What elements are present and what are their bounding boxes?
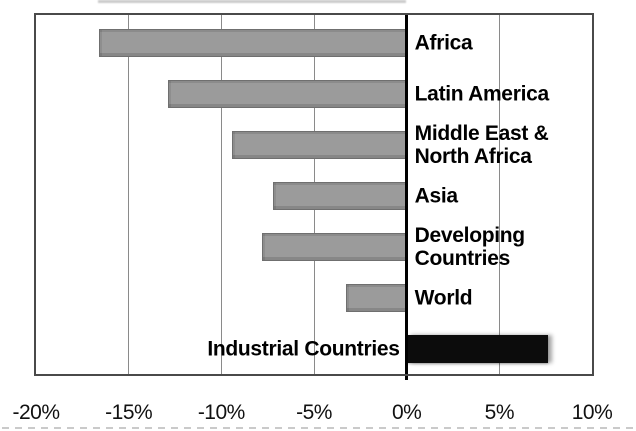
x-tick-label-10: -10% [197, 401, 246, 424]
category-label-africa: Africa [414, 31, 473, 55]
bar-world [345, 284, 407, 312]
bar-developing-countries [262, 233, 407, 261]
bottom-crop-artifact [2, 427, 634, 429]
category-label-industrial-countries: Industrial Countries [207, 337, 400, 361]
gridline [498, 15, 500, 374]
plot-area: Africa Latin America Middle East & North A… [34, 13, 594, 376]
zero-axis-tick [405, 376, 409, 380]
category-label-latin-america: Latin America [414, 82, 550, 106]
category-label-developing-countries: Developing Countries [414, 223, 525, 270]
gridline [128, 15, 130, 374]
x-tick-label-20: -20% [12, 401, 60, 424]
x-axis: -20% -15% -10% -5% 0% 5% 10% [0, 401, 636, 425]
category-label-middle-east-and-north-africa: Middle East & North Africa [414, 121, 549, 168]
bar-middle-east-and-north-africa [232, 131, 407, 159]
top-crop-artifact [98, 0, 406, 3]
x-tick-label-10: 10% [571, 401, 613, 424]
x-tick-label-15: -15% [105, 401, 153, 424]
x-tick-label-0: 0% [391, 401, 422, 424]
bar-industrial-countries [406, 335, 548, 363]
zero-axis-line [405, 15, 409, 374]
bar-asia [273, 182, 407, 210]
bar-latin-america [167, 80, 407, 108]
category-label-asia: Asia [414, 184, 458, 208]
gridline [220, 15, 222, 374]
x-tick-label-5: 5% [484, 401, 515, 424]
bar-africa [99, 29, 407, 57]
category-label-world: World [414, 286, 473, 310]
x-tick-label-5: -5% [296, 401, 332, 424]
